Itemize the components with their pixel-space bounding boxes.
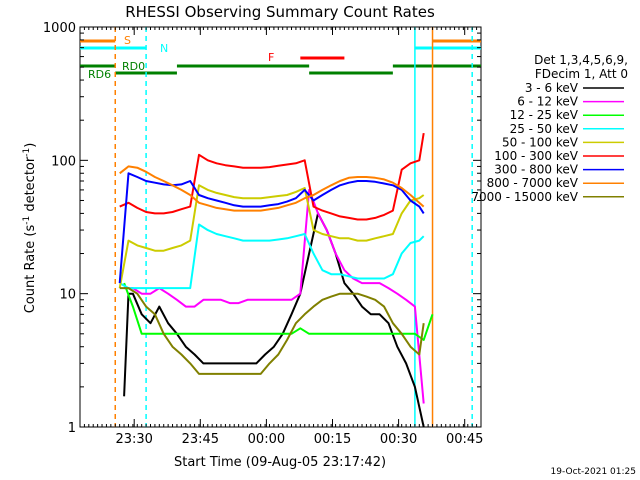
legend-header-line1: Det 1,3,4,5,6,9, <box>534 53 628 67</box>
y-axis-label-end: ) <box>23 143 38 148</box>
legend-label: 12 - 25 keV <box>510 108 579 122</box>
footer-timestamp: 19-Oct-2021 01:25 <box>551 467 636 477</box>
y-axis-label-exp2: -1 <box>22 148 32 157</box>
y-axis-label-part2: detector <box>23 156 38 216</box>
series-line-4 <box>119 223 425 290</box>
annotation-label-rd6: RD6 <box>88 68 111 81</box>
legend-label: 25 - 50 keV <box>510 122 579 136</box>
y-tick-label: 100 <box>51 154 76 169</box>
legend: Det 1,3,4,5,6,9, FDecim 1, Att 0 3 - 6 k… <box>471 53 628 204</box>
legend-label: 7000 - 15000 keV <box>471 190 578 204</box>
series-line-2 <box>124 188 425 404</box>
chart-title: RHESSI Observing Summary Count Rates <box>125 3 435 21</box>
x-tick-label: 00:30 <box>380 432 417 447</box>
x-tick-label: 00:15 <box>314 432 351 447</box>
series-line-5 <box>118 184 425 289</box>
observing-annotations: S N F RD0 RD6 <box>80 34 481 81</box>
y-axis-ticks: 1 10 100 1000 <box>43 21 481 436</box>
annotation-label-n: N <box>160 42 168 55</box>
x-tick-label: 23:45 <box>182 432 219 447</box>
x-axis-ticks: 23:30 23:45 00:00 00:15 00:30 00:45 <box>79 27 483 447</box>
x-tick-label: 23:30 <box>115 432 152 447</box>
y-tick-label: 1000 <box>43 21 76 36</box>
x-tick-label: 00:00 <box>248 432 285 447</box>
legend-header-line2: FDecim 1, Att 0 <box>535 67 628 81</box>
y-axis-label: Count Rate (s-1 detector-1) <box>22 143 38 314</box>
series-line-3 <box>123 282 434 341</box>
legend-label: 50 - 100 keV <box>502 135 579 149</box>
x-axis-label: Start Time (09-Aug-05 23:17:42) <box>174 455 386 470</box>
x-tick-label: 00:45 <box>446 432 483 447</box>
series-group <box>118 132 434 428</box>
legend-label: 800 - 7000 keV <box>487 176 579 190</box>
series-line-6 <box>119 132 425 221</box>
annotation-label-s: S <box>124 34 131 47</box>
series-line-9 <box>119 287 425 375</box>
y-axis-label-part1: Count Rate (s <box>23 225 38 314</box>
series-line-1 <box>123 212 425 428</box>
legend-label: 6 - 12 keV <box>517 95 579 109</box>
y-tick-label: 1 <box>68 421 76 436</box>
y-tick-label: 10 <box>59 288 76 303</box>
legend-label: 3 - 6 keV <box>525 81 579 95</box>
annotation-label-rd0: RD0 <box>122 60 145 73</box>
legend-label: 100 - 300 keV <box>494 149 578 163</box>
y-axis-label-exp1: -1 <box>22 216 32 225</box>
legend-label: 300 - 800 keV <box>494 163 578 177</box>
vertical-marker-lines <box>114 27 473 427</box>
series-line-8 <box>119 165 425 212</box>
plot-frame <box>79 26 482 428</box>
annotation-label-f: F <box>268 51 274 64</box>
